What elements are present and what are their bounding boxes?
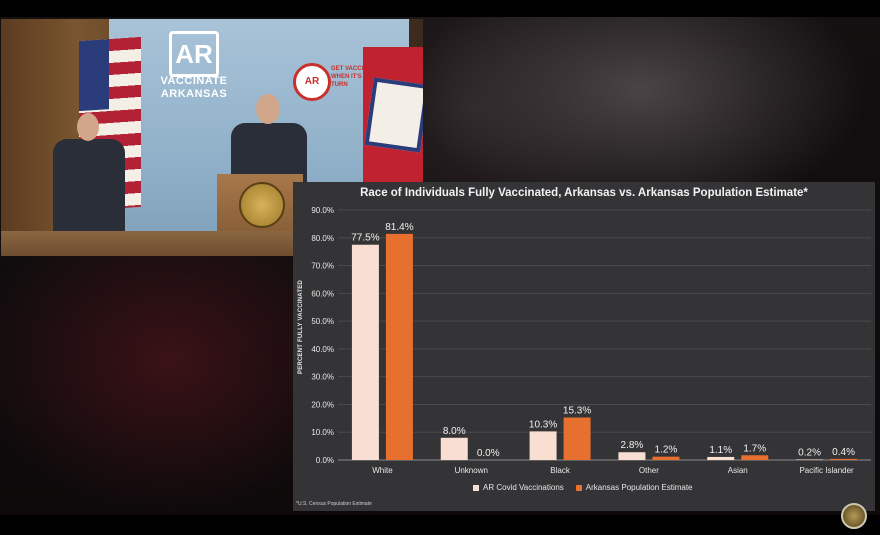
bar-population bbox=[385, 233, 413, 460]
ar-logo: AR bbox=[169, 31, 219, 77]
footnote: *U.S. Census Population Estimate bbox=[296, 501, 372, 507]
bar-population bbox=[652, 456, 680, 460]
data-label: 0.4% bbox=[832, 447, 855, 458]
legend-swatch-population bbox=[575, 484, 582, 491]
speaker-figure bbox=[231, 123, 307, 183]
interpreter-head bbox=[77, 113, 99, 141]
data-label: 77.5% bbox=[351, 233, 379, 244]
data-label: 1.1% bbox=[709, 445, 732, 456]
press-conference-video: AR VACCINATE ARKANSAS AR GET VACCINATED … bbox=[1, 19, 423, 256]
data-label: 8.0% bbox=[443, 426, 466, 437]
chart-panel: Race of Individuals Fully Vaccinated, Ar… bbox=[293, 182, 875, 511]
bar-population bbox=[741, 455, 769, 460]
x-tick-label: Other bbox=[639, 466, 659, 475]
data-label: 81.4% bbox=[385, 222, 413, 233]
y-tick-label: 30.0% bbox=[311, 373, 334, 382]
bar-vaccinations bbox=[796, 459, 824, 460]
y-tick-label: 90.0% bbox=[311, 206, 334, 215]
state-seal-icon bbox=[239, 182, 285, 228]
data-label: 15.3% bbox=[563, 406, 591, 417]
y-tick-label: 60.0% bbox=[311, 289, 334, 298]
bar-vaccinations bbox=[707, 456, 735, 460]
x-tick-label: Unknown bbox=[455, 466, 488, 475]
chart-title: Race of Individuals Fully Vaccinated, Ar… bbox=[360, 187, 808, 199]
data-label: 2.8% bbox=[621, 440, 644, 451]
bar-population bbox=[830, 458, 858, 460]
y-tick-label: 40.0% bbox=[311, 345, 334, 354]
legend: AR Covid Vaccinations Arkansas Populatio… bbox=[473, 483, 693, 492]
y-tick-label: 70.0% bbox=[311, 262, 334, 271]
data-label: 0.0% bbox=[477, 448, 500, 459]
vaccinate-arkansas-text: VACCINATE ARKANSAS bbox=[149, 75, 239, 101]
data-label: 1.2% bbox=[655, 445, 678, 456]
legend-item-vaccinations: AR Covid Vaccinations bbox=[473, 483, 564, 492]
vaccinate-text: VACCINATE bbox=[160, 75, 228, 87]
letterbox-top bbox=[0, 0, 880, 17]
channel-seal-icon bbox=[841, 503, 867, 529]
x-tick-label: Black bbox=[550, 466, 571, 475]
data-label: 1.7% bbox=[743, 443, 766, 454]
letterbox-bottom bbox=[0, 515, 880, 535]
bar-vaccinations bbox=[351, 244, 379, 460]
arkansas-flag bbox=[363, 47, 423, 202]
data-label: 10.3% bbox=[529, 419, 557, 430]
interpreter-figure bbox=[53, 139, 125, 234]
legend-swatch-vaccinations bbox=[473, 484, 479, 491]
ar-seal-icon: AR bbox=[293, 63, 331, 101]
bar-vaccinations bbox=[618, 452, 646, 460]
bar-population bbox=[563, 417, 591, 460]
legend-label-vaccinations: AR Covid Vaccinations bbox=[483, 483, 564, 492]
bar-vaccinations bbox=[529, 431, 557, 460]
x-tick-label: Asian bbox=[728, 466, 748, 475]
bar-chart: 0.0% 10.0% 20.0% 30.0% 40.0% 50.0% 60.0% 70.0% 8… bbox=[311, 206, 871, 475]
backdrop-slogan: GET VACCINATED WHEN IT'S YOUR TURN bbox=[331, 66, 384, 88]
legend-item-population: Arkansas Population Estimate bbox=[575, 483, 693, 492]
arkansas-text: ARKANSAS bbox=[160, 88, 228, 100]
y-tick-label: 20.0% bbox=[311, 400, 334, 409]
y-tick-label: 10.0% bbox=[311, 428, 334, 437]
speaker-head bbox=[256, 94, 280, 124]
y-tick-label: 50.0% bbox=[311, 317, 334, 326]
y-tick-label: 0.0% bbox=[316, 456, 334, 465]
data-label: 0.2% bbox=[798, 447, 821, 458]
x-tick-label: Pacific Islander bbox=[799, 466, 854, 475]
x-tick-label: White bbox=[372, 466, 393, 475]
y-tick-label: 80.0% bbox=[311, 234, 334, 243]
legend-label-population: Arkansas Population Estimate bbox=[585, 483, 693, 492]
bar-vaccinations bbox=[440, 437, 468, 460]
